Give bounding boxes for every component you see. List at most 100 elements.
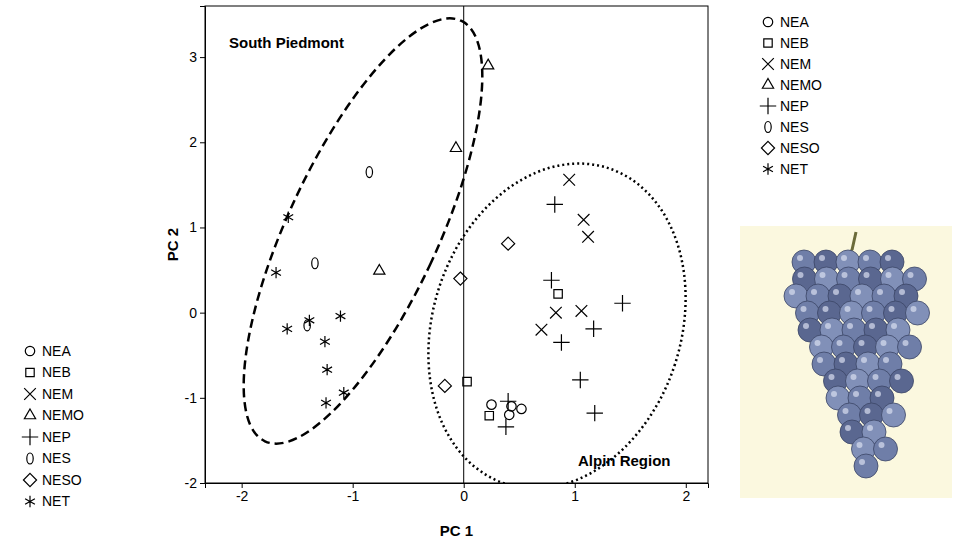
legend-marker [763,17,772,26]
grape-highlight [815,340,821,346]
grape-highlight [841,255,847,261]
legend-label: NEP [42,429,71,445]
tick: -2 [185,475,205,491]
grape-highlight [839,357,845,363]
tick-label: 1 [189,219,197,235]
legend-marker [765,122,771,133]
grape-highlight [855,289,861,295]
grape-highlight [903,340,909,346]
tick-label: 0 [189,305,197,321]
series [304,167,373,331]
grape-berry [906,301,930,325]
grape-highlight [891,323,897,329]
legend-marker [762,58,774,70]
grape-highlight [833,289,839,295]
grape-highlight [885,255,891,261]
legend-marker [22,429,38,445]
legend-marker [762,79,773,89]
point [450,142,461,152]
point [312,258,318,269]
point [483,59,494,69]
tick: 2 [189,134,205,150]
legend-marker [27,453,33,464]
point [320,336,330,347]
point [587,405,603,421]
legend: NEANEBNEMNEMONEPNESNESONET [22,343,84,510]
point [498,419,514,435]
legend-label: NEB [42,364,71,380]
point [304,315,314,326]
legend-label: NEM [42,386,73,402]
grape-highlight [797,255,803,261]
chart: -2-1012-2-10123PC 1PC 2South PiedmontAlp… [0,0,960,549]
tick: -2 [236,483,249,504]
legend-label: NET [780,161,808,177]
group-ellipse [388,130,708,483]
tick-label: -1 [347,488,360,504]
grape-highlight [789,289,795,295]
grape-berry [874,437,898,461]
annotation: South Piedmont [229,34,344,51]
tick-label: 1 [571,488,579,504]
grape-highlight [847,323,853,329]
point [271,267,281,278]
series [271,212,349,409]
legend-label: NES [42,450,71,466]
series [463,290,562,420]
tick-label: -1 [185,390,198,406]
y-axis-title: PC 2 [164,228,181,261]
point [487,400,496,409]
grape-highlight [837,340,843,346]
point [572,372,588,388]
grape-highlight [867,425,873,431]
axis-line [206,484,709,489]
legend-marker [26,368,34,376]
grape-highlight [842,272,848,278]
grape-highlight [845,306,851,312]
point [321,397,331,408]
grape-highlight [859,340,865,346]
point [463,377,471,385]
legend-marker [24,388,36,400]
group-ellipse [205,6,529,473]
legend-label: NEM [780,56,811,72]
grape-highlight [861,357,867,363]
grape-highlight [865,408,871,414]
legend-marker [761,141,774,154]
grape-highlight [873,374,879,380]
point [582,231,594,243]
grape-highlight [879,442,885,448]
grape-highlight [887,408,893,414]
series [536,174,594,336]
grape-highlight [881,340,887,346]
grape-highlight [883,357,889,363]
point [282,323,292,334]
plot-area [205,6,708,483]
grape-highlight [819,255,825,261]
grape-highlight [851,374,857,380]
grape-highlight [803,323,809,329]
series [498,196,631,435]
grape-berry [882,403,906,427]
point [374,264,385,274]
axis-line [200,7,206,484]
grape-berry [854,454,878,478]
legend-label: NES [780,119,809,135]
plot-frame [205,6,708,483]
point [505,410,514,419]
tick-label: 3 [189,49,197,65]
legend-label: NEB [780,35,809,51]
tick-mark [200,483,205,484]
tick: 0 [189,305,205,321]
grape-berry [890,369,914,393]
grape-highlight [811,289,817,295]
point [578,214,590,226]
x-axis-title: PC 1 [440,522,473,539]
tick-mark [200,398,205,399]
grape-highlight [801,306,807,312]
point [336,310,346,321]
tick: 1 [189,219,205,235]
point [322,364,332,375]
grape-highlight [911,306,917,312]
y-axis: -2 -1 0 1 2 3 [185,7,206,491]
